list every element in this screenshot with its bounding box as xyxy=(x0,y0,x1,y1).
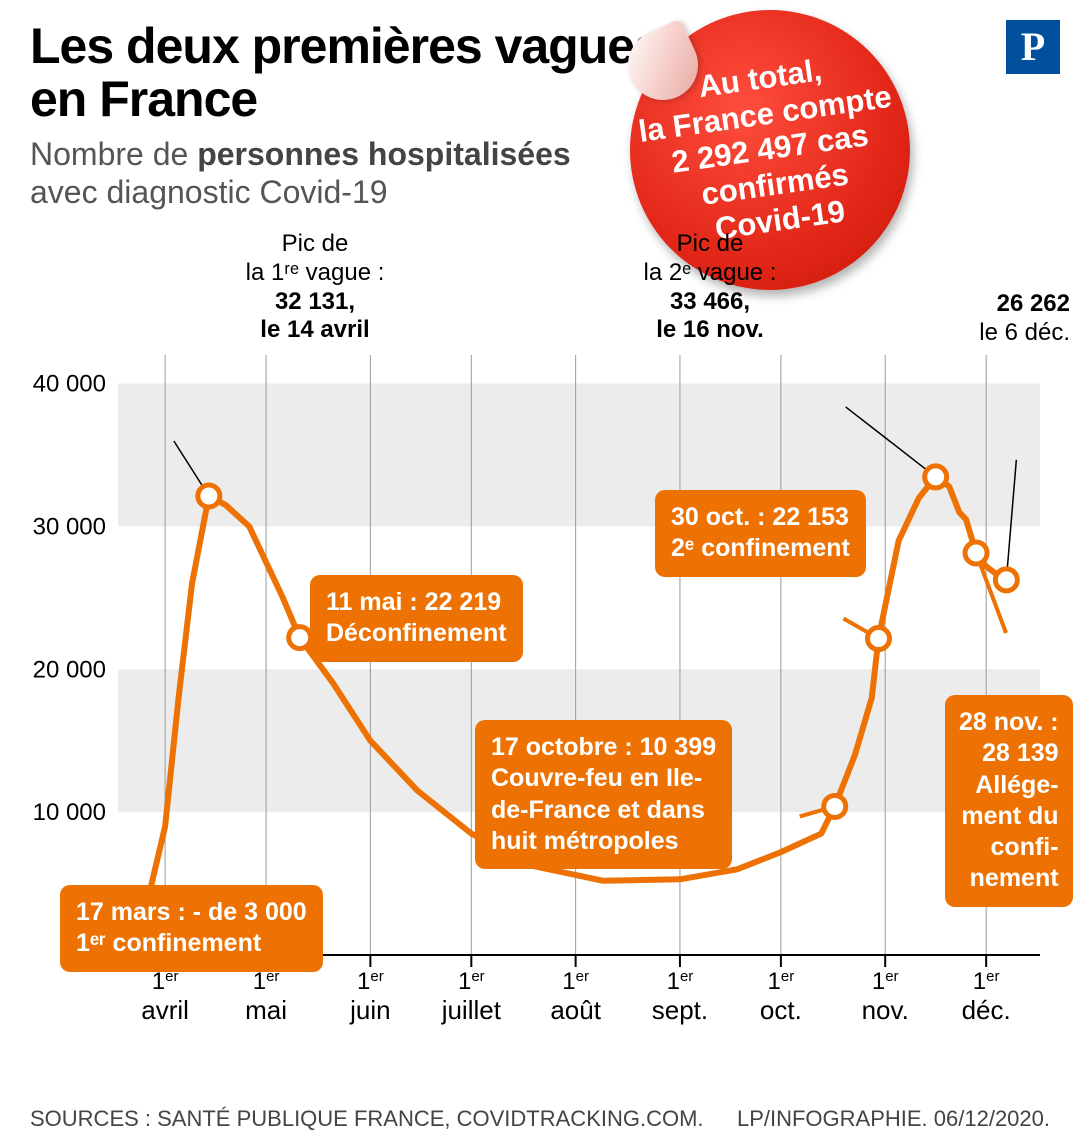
svg-text:1er: 1er xyxy=(357,968,384,995)
svg-text:1er: 1er xyxy=(152,968,179,995)
chart-footer: SOURCES : SANTÉ PUBLIQUE FRANCE, COVIDTR… xyxy=(30,1106,1050,1132)
annotation-peak1: Pic de la 1ʳᵉ vague : 32 131, le 14 avri… xyxy=(205,230,425,345)
svg-text:1er: 1er xyxy=(973,968,1000,995)
svg-text:sept.: sept. xyxy=(652,995,708,1025)
svg-text:10 000: 10 000 xyxy=(33,799,106,826)
chart-title: Les deux premières vagues en France xyxy=(30,20,661,125)
sources-text: SOURCES : SANTÉ PUBLIQUE FRANCE, COVIDTR… xyxy=(30,1106,704,1132)
credit-text: LP/INFOGRAPHIE. 06/12/2020. xyxy=(737,1106,1050,1132)
svg-text:nov.: nov. xyxy=(862,995,909,1025)
svg-text:juin: juin xyxy=(349,995,390,1025)
annotation-last: 26 262 le 6 déc. xyxy=(940,290,1070,348)
svg-text:avril: avril xyxy=(141,995,189,1025)
callout-deconfinement: 11 mai : 22 219 Déconfinement xyxy=(310,575,523,662)
callout-allegement: 28 nov. : 28 139 Allége- ment du confi- … xyxy=(945,695,1073,907)
callout-couvre-feu: 17 octobre : 10 399 Couvre-feu en Ile- d… xyxy=(475,720,732,869)
svg-text:1er: 1er xyxy=(562,968,589,995)
svg-text:août: août xyxy=(550,995,601,1025)
publisher-logo: P xyxy=(1006,20,1060,74)
svg-text:mai: mai xyxy=(245,995,287,1025)
callout-confinement1: 17 mars : - de 3 000 1ᵉʳ confinement xyxy=(60,885,323,972)
chart-subtitle: Nombre de personnes hospitalisées avec d… xyxy=(30,135,571,212)
svg-text:1er: 1er xyxy=(667,968,694,995)
title-line1: Les deux premières vagues xyxy=(30,18,661,74)
svg-text:1er: 1er xyxy=(872,968,899,995)
svg-text:1er: 1er xyxy=(458,968,485,995)
callout-confinement2: 30 oct. : 22 153 2ᵉ confinement xyxy=(655,490,866,577)
svg-text:30 000: 30 000 xyxy=(33,513,106,540)
annotation-peak2: Pic de la 2ᵉ vague : 33 466, le 16 nov. xyxy=(600,230,820,345)
svg-text:40 000: 40 000 xyxy=(33,371,106,398)
svg-text:1er: 1er xyxy=(253,968,280,995)
title-line2: en France xyxy=(30,71,257,127)
svg-text:20 000: 20 000 xyxy=(33,656,106,683)
svg-text:1er: 1er xyxy=(768,968,795,995)
svg-text:déc.: déc. xyxy=(962,995,1011,1025)
svg-text:juillet: juillet xyxy=(441,995,502,1025)
svg-text:oct.: oct. xyxy=(760,995,802,1025)
